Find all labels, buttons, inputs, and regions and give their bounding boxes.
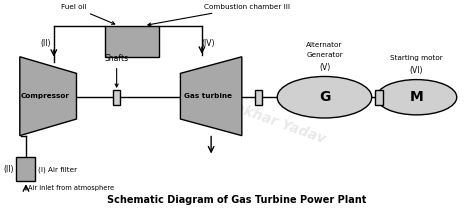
- Text: G: G: [319, 90, 330, 104]
- Text: (IV): (IV): [201, 40, 215, 48]
- Circle shape: [277, 76, 372, 118]
- Text: Generator: Generator: [306, 52, 343, 58]
- Bar: [17, 157, 36, 181]
- Text: Schematic Diagram of Gas Turbine Power Plant: Schematic Diagram of Gas Turbine Power P…: [108, 195, 367, 205]
- Polygon shape: [20, 57, 76, 136]
- Text: Combustion chamber III: Combustion chamber III: [148, 4, 290, 26]
- Text: M: M: [410, 90, 423, 104]
- Bar: [255, 90, 262, 105]
- Text: (V): (V): [319, 63, 330, 72]
- Polygon shape: [181, 57, 242, 136]
- Circle shape: [376, 80, 457, 115]
- Text: Starting motor: Starting motor: [390, 55, 443, 61]
- Bar: [105, 26, 159, 57]
- Text: (I) Air filter: (I) Air filter: [38, 166, 77, 173]
- Text: (VI): (VI): [410, 66, 423, 75]
- Text: Fuel oil: Fuel oil: [61, 4, 115, 24]
- Text: Shafts: Shafts: [105, 54, 129, 87]
- Text: (II): (II): [40, 40, 51, 48]
- Text: Compressor: Compressor: [21, 93, 70, 99]
- Text: Deepakhar Yadav: Deepakhar Yadav: [194, 87, 327, 147]
- Text: Gas turbine: Gas turbine: [184, 93, 232, 99]
- Bar: [375, 90, 383, 105]
- Text: (II): (II): [4, 165, 14, 174]
- Text: Alternator: Alternator: [306, 42, 343, 48]
- Text: Air inlet from atmosphere: Air inlet from atmosphere: [28, 185, 114, 191]
- Bar: [113, 90, 120, 105]
